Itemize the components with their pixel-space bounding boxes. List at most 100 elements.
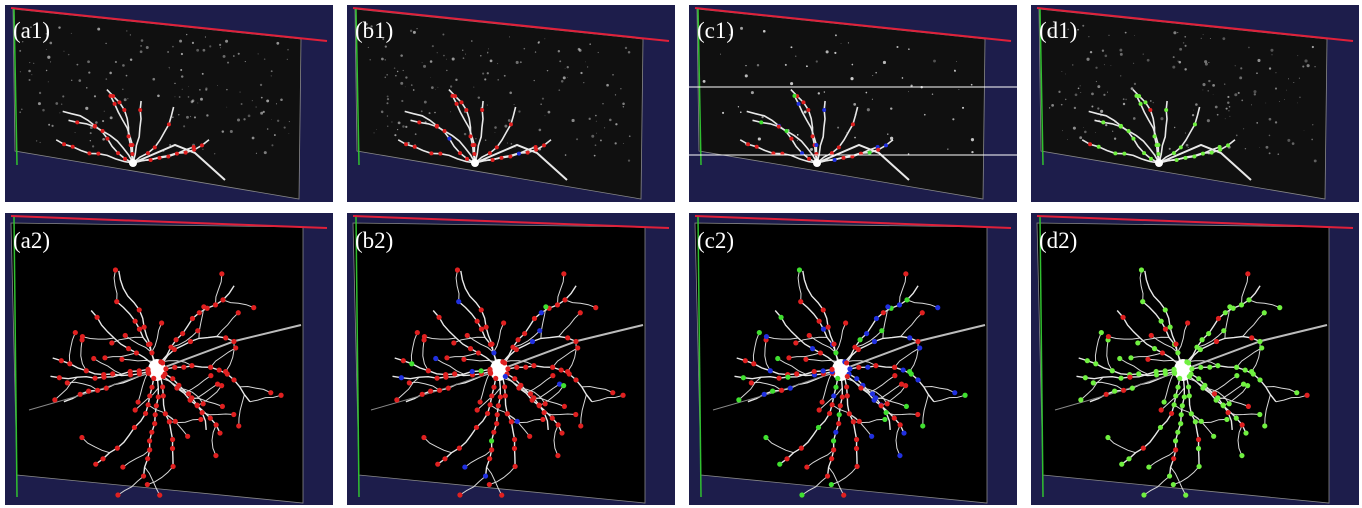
- marker: [108, 94, 112, 98]
- speckle: [258, 53, 259, 54]
- speckle: [188, 86, 189, 87]
- speckle: [1208, 90, 1209, 91]
- speckle: [370, 59, 371, 60]
- speckle: [21, 108, 23, 110]
- speckle: [1269, 152, 1271, 154]
- marker: [779, 388, 784, 393]
- speckle: [1238, 92, 1240, 94]
- marker: [1277, 305, 1282, 310]
- speckle: [19, 111, 21, 113]
- speckle: [1097, 85, 1100, 88]
- speckle: [373, 132, 374, 133]
- marker: [811, 134, 815, 138]
- speckle: [1075, 93, 1078, 96]
- speckle: [1061, 104, 1063, 106]
- speckle: [763, 30, 766, 33]
- speckle: [266, 99, 269, 102]
- marker: [514, 365, 519, 370]
- speckle: [1307, 64, 1310, 67]
- speckle: [40, 142, 41, 143]
- speckle: [381, 58, 384, 61]
- marker: [512, 376, 517, 381]
- marker: [130, 152, 134, 156]
- speckle: [1147, 59, 1150, 62]
- marker: [137, 327, 142, 332]
- marker: [857, 337, 862, 342]
- figure: (a1)(b1)(c1)(d1)(a2)(b2)(c2)(d2): [0, 0, 1362, 508]
- marker: [1262, 310, 1267, 315]
- marker: [476, 350, 481, 355]
- marker: [59, 358, 64, 363]
- speckle: [1095, 132, 1096, 133]
- speckle: [1112, 131, 1113, 132]
- speckle: [58, 26, 60, 28]
- marker: [404, 142, 408, 146]
- panel: (c2): [689, 213, 1017, 505]
- marker: [559, 430, 564, 435]
- speckle: [446, 70, 447, 71]
- marker: [1185, 320, 1190, 325]
- marker: [1127, 129, 1131, 133]
- marker: [438, 152, 442, 156]
- speckle: [1222, 37, 1225, 40]
- speckle: [558, 50, 560, 52]
- speckle: [561, 80, 564, 83]
- marker: [509, 419, 514, 424]
- marker: [830, 402, 835, 407]
- speckle: [539, 129, 542, 132]
- marker: [778, 315, 783, 320]
- marker: [1216, 316, 1221, 321]
- speckle: [381, 111, 384, 114]
- speckle: [1226, 108, 1228, 110]
- speckle: [1074, 107, 1076, 109]
- marker: [167, 122, 171, 126]
- speckle: [853, 103, 856, 106]
- marker: [198, 417, 203, 422]
- speckle: [1131, 87, 1134, 90]
- marker: [1118, 376, 1123, 381]
- speckle: [1178, 61, 1179, 62]
- marker: [1171, 367, 1176, 372]
- marker: [515, 337, 520, 342]
- marker: [1226, 143, 1230, 147]
- speckle: [545, 115, 546, 116]
- speckle: [1284, 99, 1285, 100]
- speckle: [1241, 99, 1243, 101]
- speckle: [394, 134, 396, 136]
- marker: [561, 271, 566, 276]
- speckle: [437, 52, 438, 53]
- marker: [1099, 330, 1104, 335]
- marker: [851, 419, 856, 424]
- speckle: [202, 73, 204, 75]
- marker: [1127, 375, 1132, 380]
- speckle: [591, 135, 594, 138]
- speckle: [952, 118, 954, 120]
- panel-label: (a1): [13, 18, 50, 43]
- marker: [578, 423, 583, 428]
- speckle: [547, 70, 548, 71]
- marker: [1193, 122, 1197, 126]
- marker: [527, 434, 532, 439]
- marker: [217, 367, 222, 372]
- marker: [185, 434, 190, 439]
- marker: [468, 346, 473, 351]
- marker: [1198, 347, 1203, 352]
- marker: [555, 453, 560, 458]
- marker: [172, 365, 177, 370]
- speckle: [256, 106, 257, 107]
- marker: [1161, 399, 1166, 404]
- marker: [844, 360, 849, 365]
- speckle: [487, 105, 488, 106]
- speckle: [478, 96, 480, 98]
- speckle: [1227, 96, 1229, 98]
- speckle: [199, 89, 200, 90]
- speckle: [1213, 94, 1214, 95]
- marker: [522, 331, 527, 336]
- speckle: [214, 153, 215, 154]
- speckle: [958, 89, 959, 90]
- marker: [57, 375, 62, 380]
- speckle: [274, 134, 276, 136]
- speckle: [516, 61, 519, 64]
- speckle: [615, 94, 616, 95]
- speckle: [271, 70, 273, 72]
